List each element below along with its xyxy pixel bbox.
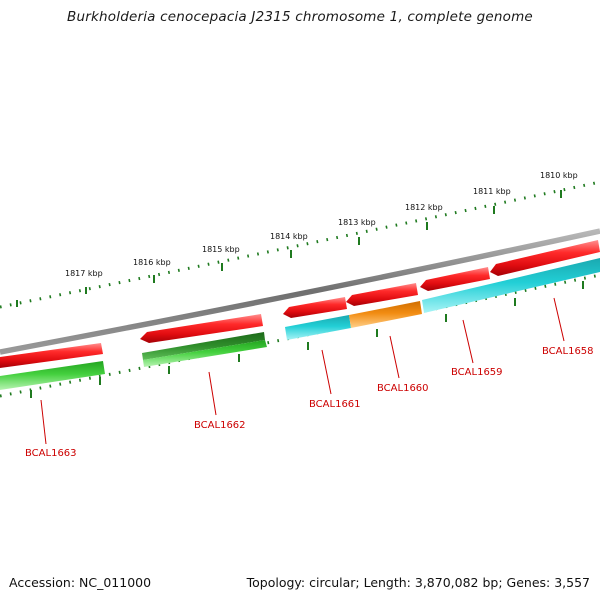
gene-label[interactable]: BCAL1662	[194, 420, 246, 431]
reverse-strand-genes	[0, 258, 600, 390]
gene-arrow[interactable]	[490, 240, 600, 276]
kbp-major-ticks-upper	[16, 190, 562, 307]
leader-line	[553, 297, 565, 342]
gene-arrow[interactable]	[142, 332, 265, 360]
gene-arrow[interactable]	[283, 297, 347, 318]
kbp-label: 1813 kbp	[338, 218, 376, 227]
gene-arrow[interactable]	[422, 258, 600, 313]
map-title: Burkholderia cenocepacia J2315 chromosom…	[67, 9, 533, 25]
gene-arrow[interactable]	[346, 283, 418, 306]
kbp-label: 1810 kbp	[540, 171, 578, 180]
gene-label[interactable]: BCAL1659	[451, 367, 503, 378]
gene-arrow[interactable]	[349, 301, 422, 328]
kbp-ruler-lower	[0, 273, 600, 398]
gene-arrow[interactable]	[285, 315, 351, 340]
gene-label[interactable]: BCAL1660	[377, 383, 429, 394]
leader-line	[321, 349, 332, 395]
kbp-label: 1815 kbp	[202, 245, 240, 254]
accession-text: Accession: NC_011000	[9, 575, 152, 590]
leader-line	[462, 319, 474, 364]
genome-backbone-arc	[0, 228, 600, 355]
kbp-major-ticks-lower	[30, 281, 584, 398]
leader-line	[389, 335, 400, 379]
gene-arrow[interactable]	[143, 340, 267, 367]
gene-arrow[interactable]	[0, 343, 103, 368]
gene-label[interactable]: BCAL1661	[309, 399, 361, 410]
leader-line	[208, 371, 217, 416]
kbp-label: 1817 kbp	[65, 269, 103, 278]
gene-arrow[interactable]	[420, 267, 490, 291]
gene-arrow[interactable]	[140, 314, 263, 343]
leader-line	[40, 399, 47, 445]
gene-arrow[interactable]	[0, 361, 105, 390]
kbp-label: 1812 kbp	[405, 203, 443, 212]
genome-summary-text: Topology: circular; Length: 3,870,082 bp…	[246, 575, 590, 590]
kbp-label: 1816 kbp	[133, 258, 171, 267]
gene-label[interactable]: BCAL1663	[25, 448, 77, 459]
kbp-labels: 1817 kbp 1816 kbp 1815 kbp 1814 kbp 1813…	[65, 171, 578, 278]
gene-labels: BCAL1663 BCAL1662 BCAL1661 BCAL1660 BCAL…	[25, 346, 594, 459]
gene-leader-lines	[40, 297, 565, 445]
gene-label[interactable]: BCAL1658	[542, 346, 594, 357]
kbp-label: 1811 kbp	[473, 187, 511, 196]
forward-strand-genes	[0, 240, 600, 368]
kbp-label: 1814 kbp	[270, 232, 308, 241]
